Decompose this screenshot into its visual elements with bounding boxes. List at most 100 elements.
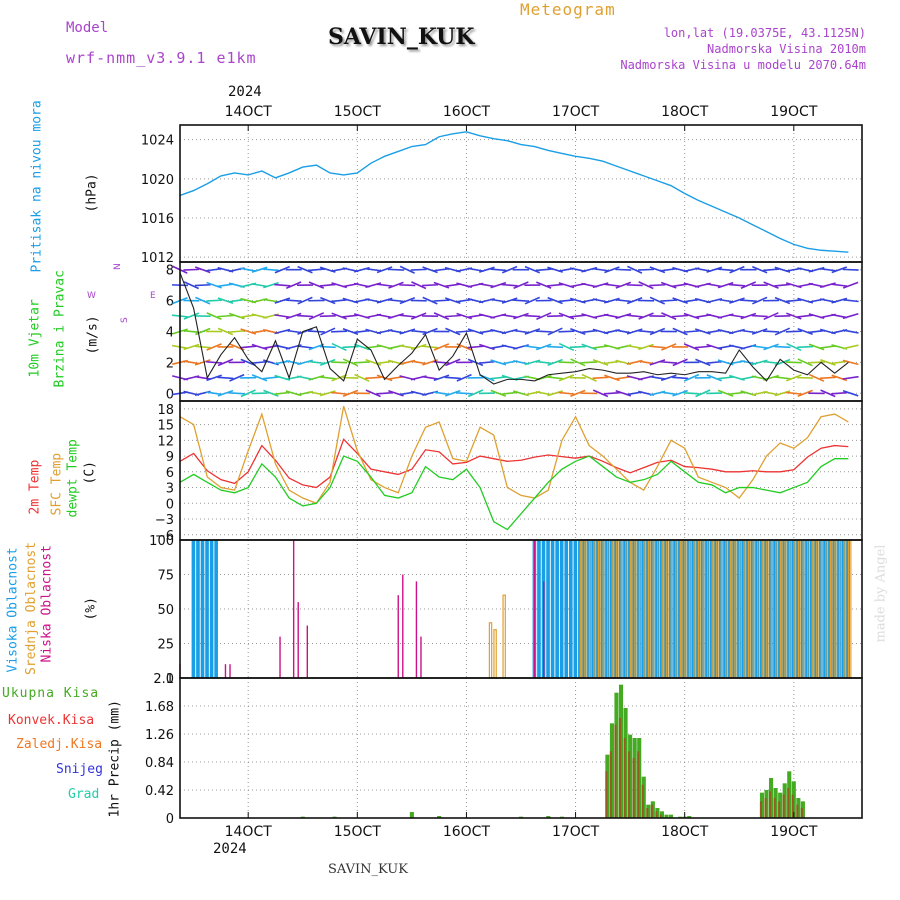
wind-barb (319, 376, 336, 380)
wind-barb (728, 314, 745, 319)
wind-barb (774, 390, 791, 397)
wind-barb (763, 343, 779, 351)
lonlat-label: lon,lat (19.0375E, 43.1125N) (663, 26, 866, 40)
wind-barb (740, 281, 757, 290)
wind-barb (820, 358, 836, 366)
product-title: Meteogram (520, 0, 616, 19)
wind-barb (592, 389, 609, 398)
wind-barb (274, 297, 291, 304)
wind-barb (206, 299, 223, 302)
wind-barb (831, 391, 848, 395)
wind-barb (411, 281, 427, 290)
wind-barb (786, 342, 802, 352)
wind-barb (251, 374, 268, 382)
wind-barb (694, 267, 711, 272)
model-name: wrf-nmm_v3.9.1 e1km (66, 49, 257, 67)
wind-barb (751, 345, 768, 349)
wind-barb (785, 330, 802, 333)
wind-barb (569, 314, 586, 318)
wind-barb (501, 314, 518, 319)
wind-barb (797, 327, 813, 336)
wind-barb (638, 360, 655, 365)
precip-bar-conv (632, 758, 635, 818)
wind-barb (626, 296, 643, 305)
wind-barb (763, 360, 780, 365)
wind-barb (672, 376, 689, 380)
wind-barb (206, 267, 223, 272)
precip-legend-frozen: Zaledj.Kisa (16, 737, 103, 752)
wind-barb (592, 345, 609, 349)
wind-barb (831, 283, 848, 287)
wind-barb (410, 268, 427, 271)
wind-barb (422, 327, 438, 336)
wind-barb (399, 296, 416, 305)
x-tick-label-top: 16OCT (443, 104, 491, 120)
wind-barb (240, 267, 257, 272)
wind-barb (478, 360, 495, 364)
wind-barb (376, 266, 393, 274)
elevation-label: Nadmorska Visina 2010m (707, 42, 866, 56)
precip-bar-total (664, 814, 669, 818)
precip-bar-total (659, 811, 664, 818)
cloud-bar-high (564, 540, 569, 678)
wind-barb (319, 345, 336, 349)
wind-barb (706, 360, 723, 364)
y-tick-label: 4 (166, 326, 174, 341)
wind-barb (660, 299, 677, 302)
wind-barb (399, 284, 416, 287)
wind-barb (194, 266, 211, 274)
wind-barb (376, 360, 393, 365)
wind-barb (399, 344, 416, 350)
precip-bar-conv (646, 808, 649, 818)
wind-barb (819, 267, 836, 272)
wind-barb (763, 281, 779, 289)
wind-barb (786, 312, 802, 320)
wind-barb (808, 373, 825, 382)
wind-barb (603, 360, 620, 365)
wind-barb (342, 327, 359, 336)
precip-bar-conv (623, 738, 626, 818)
precip-bar-conv (609, 751, 612, 818)
wind-barb (206, 374, 222, 382)
cloud-bar-high (573, 540, 578, 678)
wind-barb (410, 343, 427, 351)
precip-bar-conv (655, 811, 658, 818)
wind-barb (183, 281, 199, 290)
wind-barb (467, 267, 484, 272)
wind-barb (831, 266, 848, 274)
wind-barb (376, 391, 393, 395)
wind-barb (410, 329, 427, 334)
wind-barb (251, 283, 268, 288)
wind-barb (547, 390, 563, 397)
wind-barb (206, 391, 223, 396)
y-tick-label: 2 (166, 356, 174, 371)
wind-barb (660, 281, 677, 289)
wind-barb (320, 327, 336, 336)
wind-barb (331, 298, 348, 303)
wind-barb (456, 391, 473, 395)
wind-barb (683, 330, 700, 333)
cloud-bar-mid (493, 629, 497, 679)
wind-barb (183, 329, 200, 334)
precip-legend-hail: Grad (68, 787, 100, 802)
wind-barb (638, 343, 654, 351)
wind-barb (229, 373, 245, 382)
wind-barb (456, 330, 473, 333)
wind-barb (410, 312, 427, 320)
wind-barb (615, 329, 632, 334)
wind-barb (774, 327, 791, 336)
wind-barb (797, 345, 814, 349)
wind-barb (547, 283, 564, 287)
y-tick-label: 25 (157, 638, 174, 653)
precip-bar-conv (650, 804, 653, 818)
wind-barb (547, 358, 563, 366)
wind-barb (353, 361, 370, 364)
x-tick-label-bottom: 15OCT (334, 824, 382, 840)
wind-barb (774, 283, 791, 287)
wind-barb (228, 330, 245, 333)
wind-barb (433, 343, 450, 351)
wind-barb (581, 329, 598, 334)
wind-barb (331, 312, 347, 320)
wind-barb (604, 266, 620, 274)
wind-barb (592, 267, 609, 272)
